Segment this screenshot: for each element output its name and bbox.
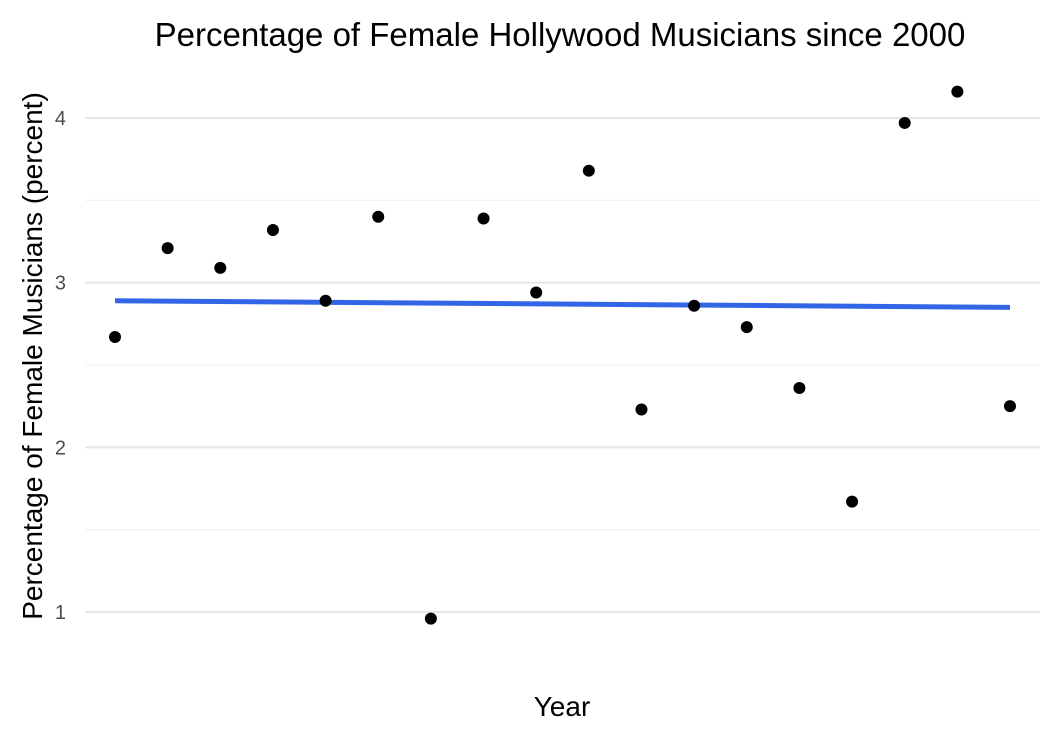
data-point [319, 294, 332, 307]
y-tick-label: 2 [55, 437, 66, 459]
y-tick-label: 1 [55, 602, 66, 624]
data-points [109, 85, 1016, 625]
data-point [688, 299, 701, 312]
data-point [424, 612, 437, 625]
data-point [898, 116, 911, 129]
data-point [477, 212, 490, 225]
data-point [266, 223, 279, 236]
data-point [1004, 400, 1016, 413]
y-axis-ticks: 1 2 3 4 [55, 108, 66, 624]
chart-title: Percentage of Female Hollywood Musicians… [155, 16, 966, 53]
data-point [372, 210, 385, 223]
trend-line [114, 298, 1011, 310]
y-axis-label: Percentage of Female Musicians (percent) [17, 92, 48, 620]
data-point [793, 382, 806, 395]
y-tick-label: 3 [55, 273, 66, 295]
data-point [635, 403, 648, 416]
grid [85, 117, 1040, 613]
data-point [846, 495, 859, 508]
data-point [740, 321, 753, 334]
data-point [214, 261, 227, 274]
data-point [161, 242, 174, 255]
data-point [951, 85, 964, 98]
x-axis-label: Year [534, 691, 591, 722]
data-point [582, 164, 595, 177]
data-point [109, 331, 121, 344]
data-point [530, 286, 543, 299]
y-tick-label: 4 [55, 108, 66, 130]
